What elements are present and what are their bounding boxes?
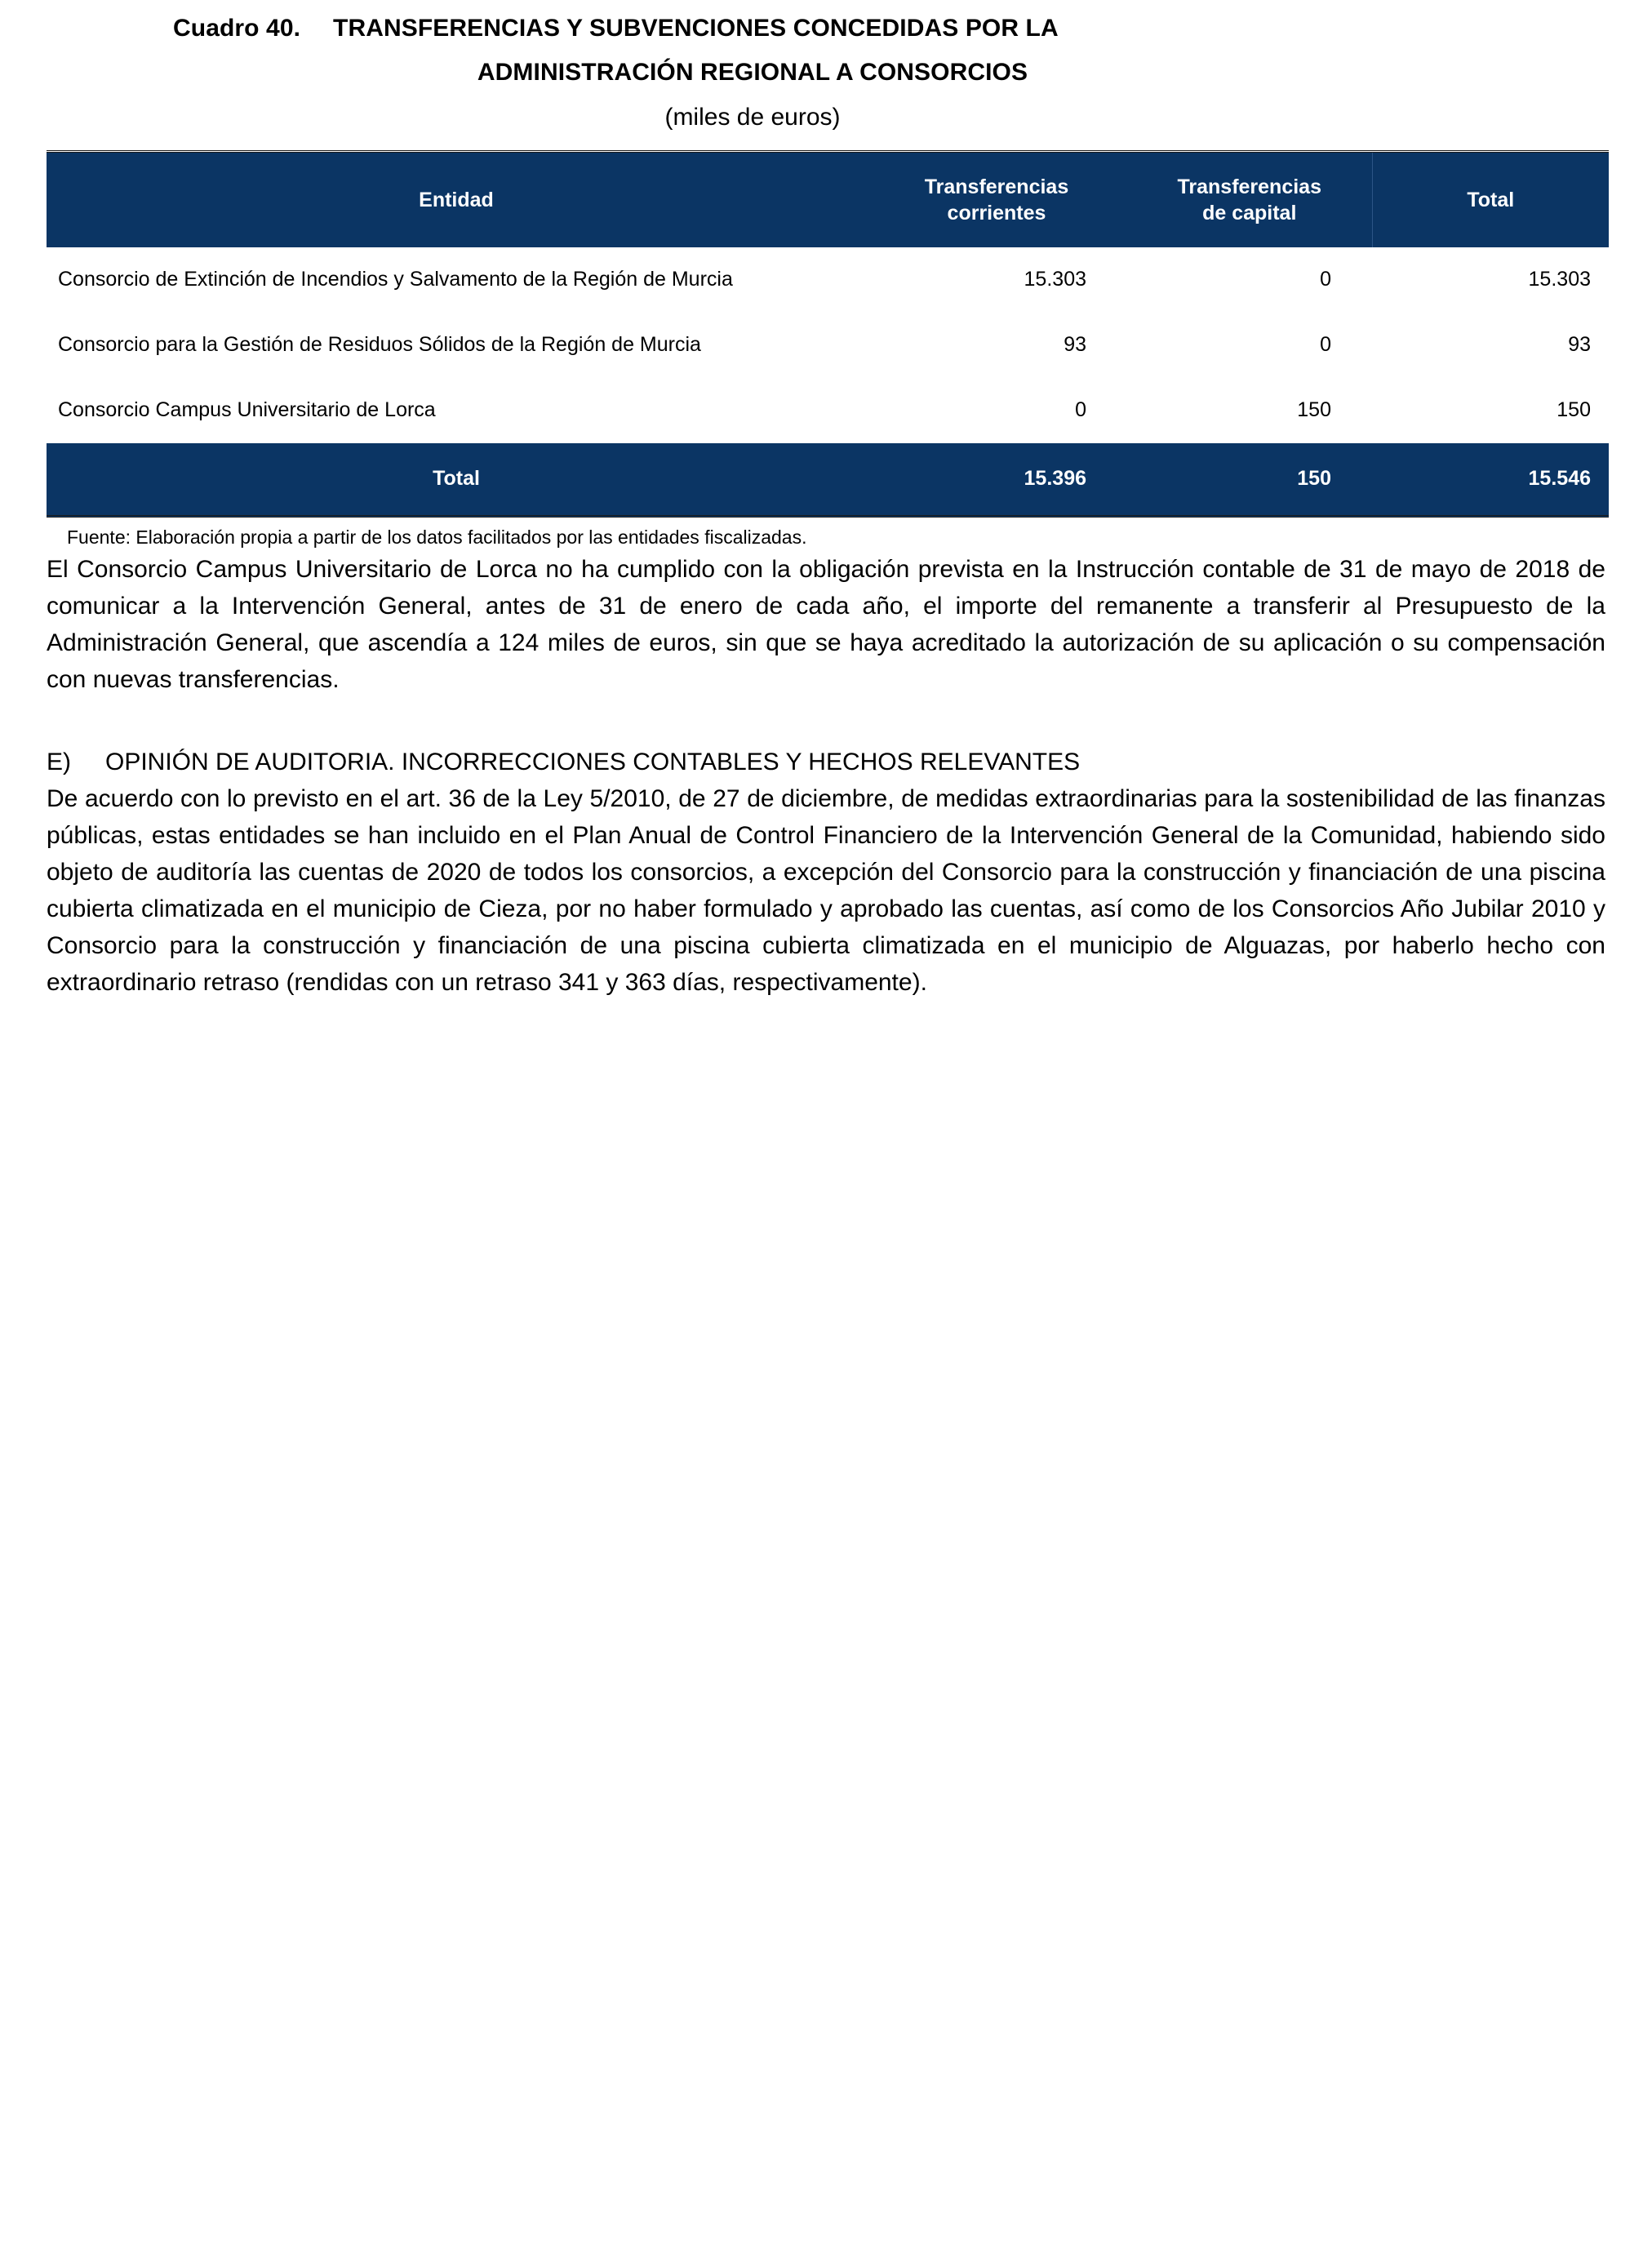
paragraph-consorcio-lorca: El Consorcio Campus Universitario de Lor… — [47, 556, 1605, 693]
cell-total-corrientes: 15.396 — [866, 443, 1127, 517]
column-header-total: Total — [1371, 151, 1609, 247]
column-header-capital-line1: Transferencias — [1177, 176, 1322, 198]
cell-total: 93 — [1372, 313, 1609, 378]
section-title: OPINIÓN DE AUDITORIA. INCORRECCIONES CON… — [105, 749, 1081, 775]
cell-capital: 0 — [1127, 313, 1372, 378]
cell-total: 15.303 — [1372, 247, 1609, 313]
title-line-2: ADMINISTRACIÓN REGIONAL A CONSORCIOS — [477, 59, 1028, 86]
transferencias-table: Entidad Transferencias corrientes Transf… — [47, 150, 1609, 518]
cell-total-capital: 150 — [1127, 443, 1372, 517]
cell-entidad: Consorcio para la Gestión de Residuos Só… — [47, 313, 866, 378]
cell-total-total: 15.546 — [1372, 443, 1609, 517]
section-letter: E) — [47, 749, 71, 775]
column-header-corrientes-line2: corrientes — [947, 202, 1046, 224]
cell-corrientes: 93 — [866, 313, 1127, 378]
cell-total-label: Total — [47, 443, 866, 517]
table-title-text-line1: TRANSFERENCIAS Y SUBVENCIONES CONCEDIDAS… — [333, 15, 1059, 42]
table-title-block: Cuadro 40. TRANSFERENCIAS Y SUBVENCIONES … — [47, 0, 1605, 140]
section-heading-e: E) OPINIÓN DE AUDITORIA. INCORRECCIONES … — [47, 744, 1605, 780]
cell-capital: 150 — [1127, 378, 1372, 443]
table-body: Consorcio de Extinción de Incendios y Sa… — [47, 247, 1609, 517]
column-header-corrientes-line1: Transferencias — [924, 176, 1069, 198]
column-header-capital-line2: de capital — [1202, 202, 1297, 224]
cell-corrientes: 0 — [866, 378, 1127, 443]
table-row: Consorcio de Extinción de Incendios y Sa… — [47, 247, 1609, 313]
paragraph-opinion-auditoria: De acuerdo con lo previsto en el art. 36… — [47, 785, 1605, 996]
table-row: Consorcio Campus Universitario de Lorca … — [47, 378, 1609, 443]
column-header-transferencias-capital: Transferencias de capital — [1127, 151, 1372, 247]
table-header: Entidad Transferencias corrientes Transf… — [47, 151, 1609, 247]
table-units-label: (miles de euros) — [664, 104, 841, 131]
title-line-1: Cuadro 40. TRANSFERENCIAS Y SUBVENCIONES … — [47, 7, 1605, 51]
column-header-entidad: Entidad — [47, 151, 866, 247]
table-header-row: Entidad Transferencias corrientes Transf… — [47, 151, 1609, 247]
cell-total: 150 — [1372, 378, 1609, 443]
table-container: Entidad Transferencias corrientes Transf… — [47, 150, 1609, 551]
table-caption-number: Cuadro 40. — [173, 15, 301, 42]
column-header-transferencias-corrientes: Transferencias corrientes — [866, 151, 1127, 247]
table-source-note: Fuente: Elaboración propia a partir de l… — [67, 527, 807, 548]
cell-capital: 0 — [1127, 247, 1372, 313]
table-row: Consorcio para la Gestión de Residuos Só… — [47, 313, 1609, 378]
cell-corrientes: 15.303 — [866, 247, 1127, 313]
cell-entidad: Consorcio Campus Universitario de Lorca — [47, 378, 866, 443]
table-total-row: Total 15.396 150 15.546 — [47, 443, 1609, 517]
cell-entidad: Consorcio de Extinción de Incendios y Sa… — [47, 247, 866, 313]
